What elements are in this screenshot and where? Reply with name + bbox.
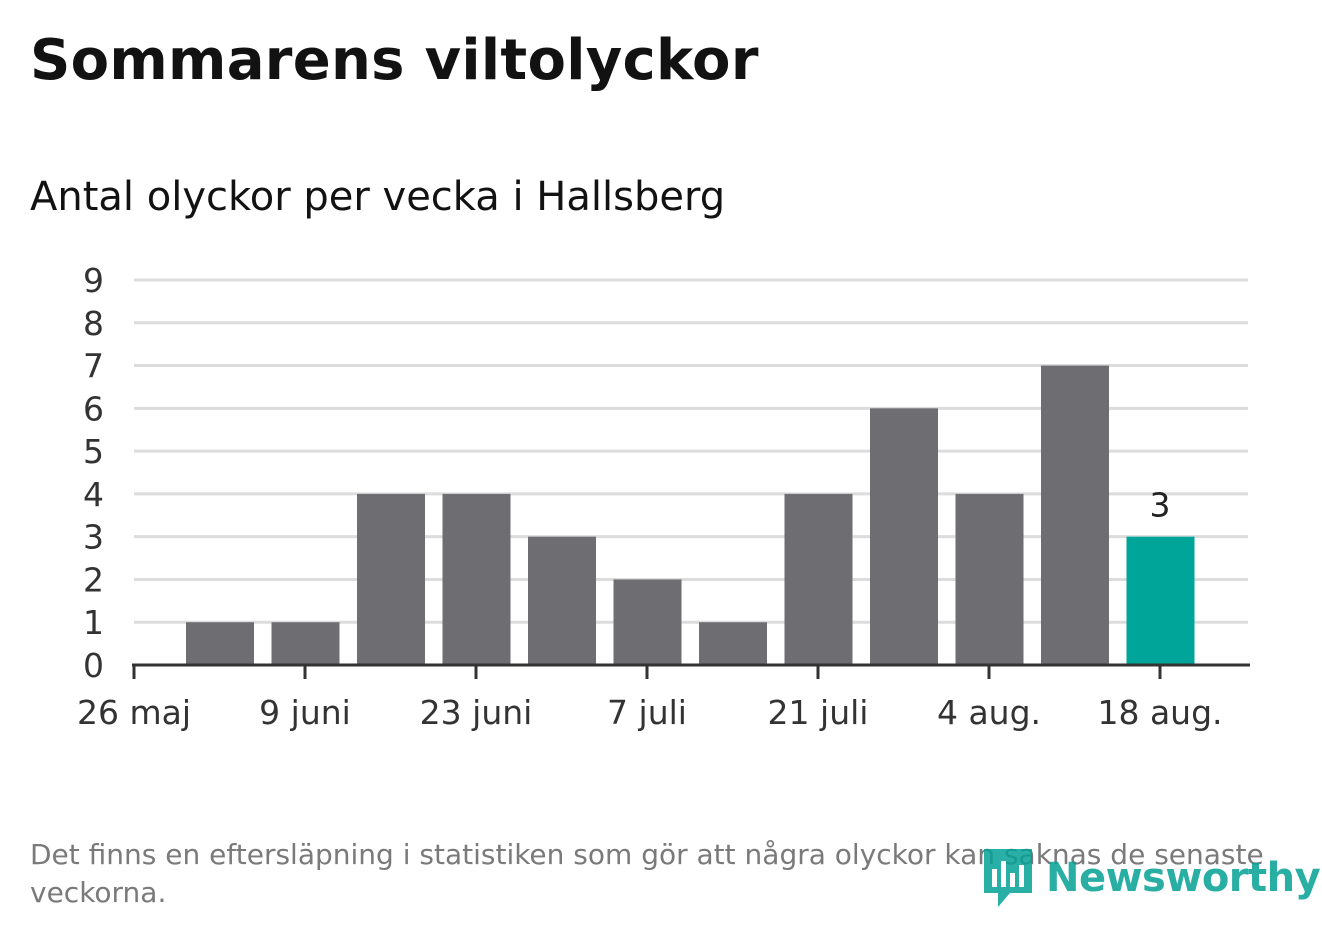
chart-title: Sommarens viltolyckor xyxy=(30,28,759,93)
y-tick-label: 3 xyxy=(83,518,104,557)
bar xyxy=(1041,365,1109,665)
x-tick-label: 9 juni xyxy=(259,693,351,732)
x-tick-label: 23 juni xyxy=(420,693,533,732)
bar xyxy=(613,579,682,665)
logo-text: Newsworthy xyxy=(1046,855,1321,901)
bar xyxy=(955,493,1024,665)
chart-subtitle: Antal olyckor per vecka i Hallsberg xyxy=(30,174,726,220)
y-tick-label: 8 xyxy=(83,304,104,343)
y-tick-label: 2 xyxy=(83,560,104,599)
x-tick-label: 26 maj xyxy=(77,693,191,732)
y-tick-label: 5 xyxy=(83,432,104,471)
bar xyxy=(784,493,853,665)
y-tick-label: 7 xyxy=(83,347,104,386)
data-label: 3 xyxy=(1150,486,1171,525)
bar xyxy=(271,622,340,665)
bar-highlighted xyxy=(1126,536,1195,665)
y-tick-label: 6 xyxy=(83,389,104,428)
newsworthy-logo: Newsworthy xyxy=(980,842,1321,914)
bar xyxy=(870,408,938,665)
x-tick-label: 21 juli xyxy=(768,693,869,732)
y-tick-label: 9 xyxy=(83,261,104,300)
footnote: Det finns en eftersläpning i statistiken… xyxy=(30,838,1264,909)
bar xyxy=(357,493,425,665)
newsworthy-bar-chart-icon xyxy=(984,849,1032,907)
y-tick-label: 4 xyxy=(83,475,104,514)
y-tick-label: 1 xyxy=(83,603,104,642)
y-tick-label: 0 xyxy=(83,646,104,685)
bar xyxy=(528,536,596,665)
x-tick-label: 7 juli xyxy=(607,693,687,732)
x-tick-label: 18 aug. xyxy=(1097,693,1222,732)
bar xyxy=(699,622,767,665)
bar xyxy=(442,493,511,665)
x-tick-label: 4 aug. xyxy=(937,693,1041,732)
bar xyxy=(186,622,254,665)
